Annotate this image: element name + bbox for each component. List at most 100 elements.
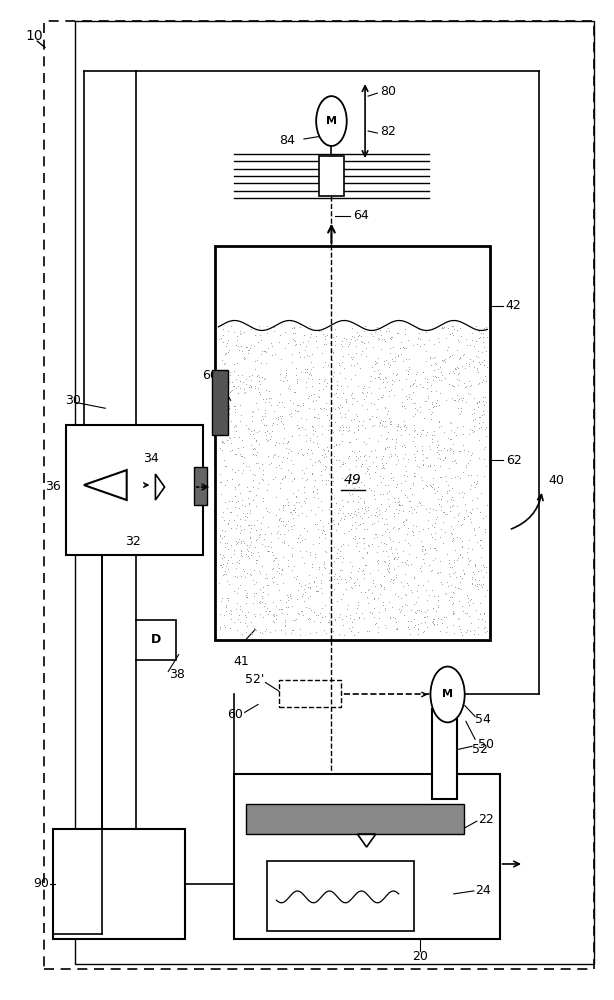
Point <box>321 446 330 462</box>
Point <box>292 591 301 607</box>
Point <box>463 455 473 471</box>
Point <box>400 596 410 612</box>
Point <box>319 559 329 575</box>
Point <box>473 490 483 506</box>
Point <box>278 561 287 577</box>
Point <box>335 419 345 435</box>
Point <box>474 432 484 448</box>
Point <box>306 361 316 377</box>
Point <box>384 552 394 568</box>
Point <box>289 517 298 533</box>
Point <box>242 505 252 521</box>
Point <box>479 352 489 368</box>
Point <box>273 518 282 534</box>
Point <box>347 509 357 525</box>
Point <box>229 429 239 445</box>
Text: 54: 54 <box>475 713 491 726</box>
Point <box>357 456 367 472</box>
Point <box>397 438 406 454</box>
Point <box>237 626 247 642</box>
Point <box>295 349 305 365</box>
Point <box>230 488 240 504</box>
Point <box>314 535 324 551</box>
Point <box>460 457 470 473</box>
Point <box>421 393 430 409</box>
Point <box>422 477 432 493</box>
Point <box>478 329 488 345</box>
Point <box>305 579 315 595</box>
Point <box>220 399 230 415</box>
Point <box>222 590 232 606</box>
Point <box>394 534 404 550</box>
Point <box>286 590 295 606</box>
Point <box>336 456 346 472</box>
Point <box>254 436 264 452</box>
Point <box>457 358 467 374</box>
Point <box>350 503 360 519</box>
Point <box>346 412 356 428</box>
Point <box>233 440 243 456</box>
Point <box>348 558 357 574</box>
Point <box>293 605 303 621</box>
Point <box>219 617 228 633</box>
Point <box>366 507 376 523</box>
Point <box>286 452 295 468</box>
Point <box>448 559 457 575</box>
Point <box>396 334 406 350</box>
Point <box>354 610 363 626</box>
Point <box>357 334 367 350</box>
Point <box>329 438 339 454</box>
Point <box>352 408 362 424</box>
Point <box>304 567 314 583</box>
Point <box>469 522 479 538</box>
Point <box>350 574 360 590</box>
Point <box>304 400 314 416</box>
Point <box>421 582 430 598</box>
Point <box>391 446 400 462</box>
Point <box>231 423 241 439</box>
Point <box>343 338 352 354</box>
Point <box>300 342 310 358</box>
Point <box>479 441 489 457</box>
Text: 52': 52' <box>245 673 264 686</box>
Point <box>378 374 387 390</box>
Point <box>338 562 348 578</box>
Point <box>404 503 414 519</box>
Point <box>257 369 267 385</box>
Point <box>381 455 391 471</box>
Point <box>416 563 426 579</box>
Point <box>429 616 438 632</box>
Point <box>347 580 357 596</box>
Point <box>337 492 347 508</box>
Point <box>282 435 292 451</box>
Point <box>387 545 397 561</box>
Point <box>243 565 252 581</box>
Point <box>408 517 418 533</box>
Text: 32: 32 <box>125 535 141 548</box>
Point <box>481 394 491 410</box>
Point <box>287 408 297 424</box>
Point <box>384 498 394 514</box>
Point <box>454 393 464 409</box>
Point <box>238 533 248 549</box>
Point <box>447 318 457 334</box>
Point <box>358 380 368 396</box>
Point <box>351 538 361 554</box>
Point <box>367 408 376 424</box>
Point <box>343 493 352 509</box>
Point <box>235 598 245 614</box>
Point <box>244 517 254 533</box>
Point <box>379 460 389 476</box>
Point <box>463 385 473 401</box>
Point <box>473 626 483 642</box>
Point <box>262 433 272 449</box>
Point <box>376 327 386 343</box>
Point <box>446 577 456 593</box>
Point <box>479 620 489 636</box>
Point <box>216 377 226 393</box>
Point <box>222 382 232 398</box>
Point <box>466 377 476 393</box>
Point <box>236 326 246 342</box>
Bar <box>75 21 594 964</box>
Point <box>400 487 410 503</box>
